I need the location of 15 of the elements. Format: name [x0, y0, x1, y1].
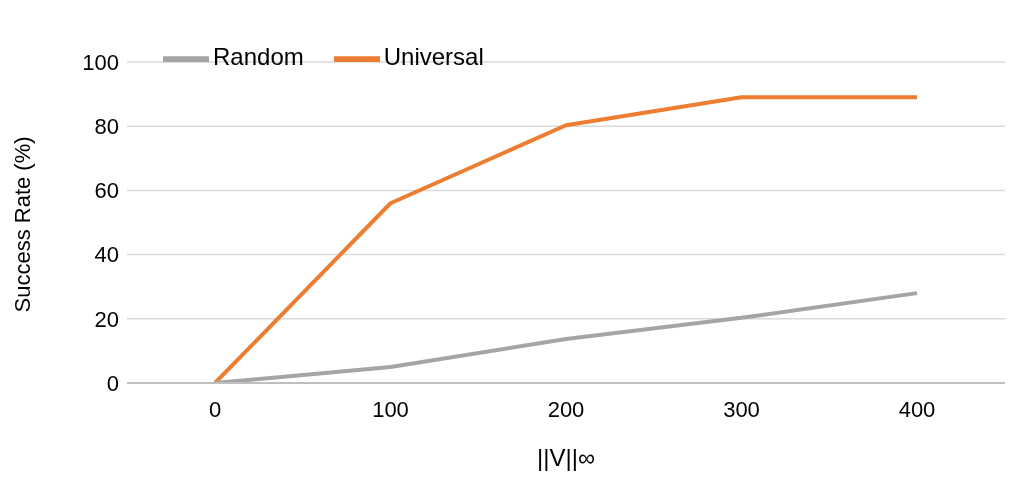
y-axis-title: Success Rate (%) — [9, 136, 35, 313]
x-tick-label: 300 — [723, 396, 760, 422]
y-tick-label: 100 — [82, 49, 119, 75]
x-tick-label: 0 — [208, 396, 222, 422]
y-tick-label: 20 — [94, 306, 119, 332]
y-tick-label: 60 — [94, 178, 119, 204]
legend-label: Random — [213, 43, 304, 71]
y-tick-label: 0 — [106, 370, 119, 396]
y-tick-label: 80 — [94, 114, 119, 140]
x-axis-title: ||V||∞ — [536, 444, 596, 471]
y-tick-label: 40 — [94, 242, 119, 268]
x-tick-label: 100 — [372, 396, 409, 422]
x-tick-label: 400 — [898, 396, 936, 422]
legend-label: Universal — [383, 43, 484, 71]
x-tick-label: 200 — [547, 396, 585, 422]
